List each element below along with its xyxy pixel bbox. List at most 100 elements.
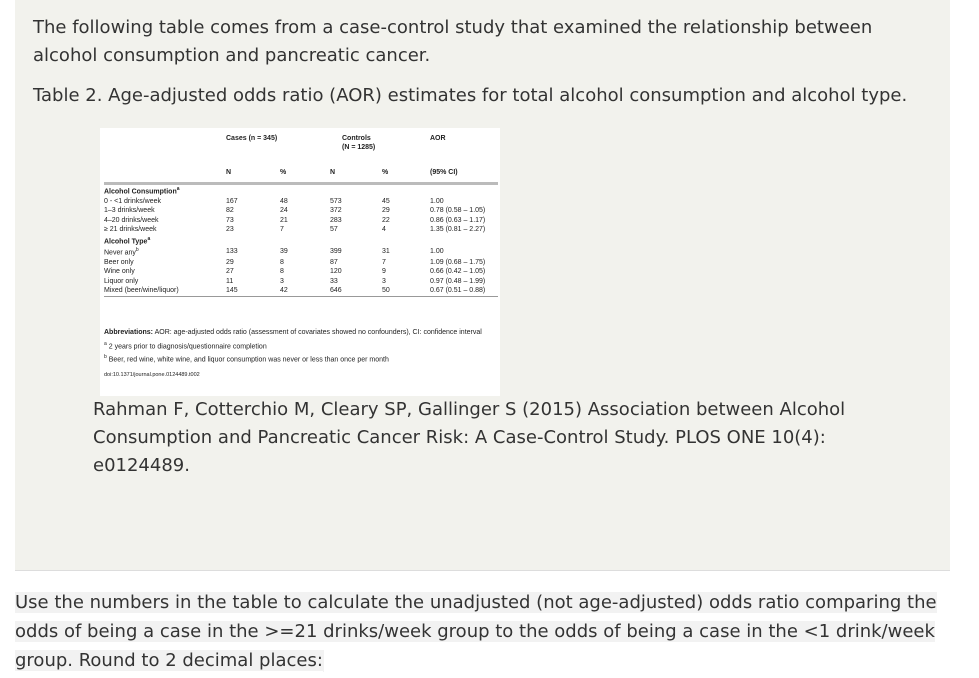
row-label: Alcohol Consumptiona xyxy=(104,184,226,197)
header-cell: % xyxy=(280,168,287,176)
superscript: a xyxy=(147,235,151,242)
cell: 45 xyxy=(382,197,390,205)
label-text: 1–3 drinks/week xyxy=(104,207,155,215)
cell: 120 xyxy=(330,268,342,276)
cell: 7 xyxy=(280,226,284,234)
cell: 372 xyxy=(330,207,342,215)
cell: 73 xyxy=(226,216,234,224)
cell: 646 xyxy=(330,287,342,295)
data-table: Cases (n = 345) Controls (N = 1285) AOR N% N%… xyxy=(104,134,498,297)
question-text: Use the numbers in the table to calculat… xyxy=(15,588,960,675)
cell: 48 xyxy=(280,197,288,205)
header-cell: (95% CI) xyxy=(430,168,458,176)
cell: 1.00 xyxy=(430,248,444,256)
label-text: Wine only xyxy=(104,268,135,276)
cell: 167 xyxy=(226,197,238,205)
row-label: Never anyb xyxy=(104,246,226,257)
table-row: 0 - <1 drinks/week 167 48 573 45 1.00 xyxy=(104,196,498,206)
row-label: Beer only xyxy=(104,257,226,267)
table-row: 4–20 drinks/week 73 21 283 22 0.86 (0.63 – 1.… xyxy=(104,216,498,226)
footnote-mark: a xyxy=(104,340,107,347)
cell: 27 xyxy=(226,268,234,276)
cell: 0.86 (0.63 – 1.17) xyxy=(430,216,486,224)
cell: 1.00 xyxy=(430,197,444,205)
header-cell: % xyxy=(382,168,389,176)
header-line: Controls xyxy=(342,135,371,142)
table-row: Beer only 29 8 87 7 1.09 (0.68 – 1.75) xyxy=(104,257,498,267)
table-row: 1–3 drinks/week 82 24 372 29 0.78 (0.58 – 1.0… xyxy=(104,206,498,216)
row-label: Wine only xyxy=(104,267,226,277)
header-line: (N = 1285) xyxy=(342,144,376,151)
cell: 8 xyxy=(280,258,284,266)
table-row: Never anyb 133 39 399 31 1.00 xyxy=(104,246,498,257)
label-text: Alcohol Consumption xyxy=(104,188,177,196)
footnote-mark: b xyxy=(104,354,107,361)
abbrev-term: Abbreviations: xyxy=(104,329,154,336)
doi: doi:10.1371/journal.pone.0124489.t002 xyxy=(104,372,200,379)
cell xyxy=(104,134,226,162)
label-text: Mixed (beer/wine/liquor) xyxy=(104,287,179,295)
label-text: Alcohol Type xyxy=(104,238,148,246)
text-cursor xyxy=(322,650,324,672)
table-row: Alcohol Consumptiona xyxy=(104,184,498,197)
table-row: Alcohol Typea xyxy=(104,235,498,246)
footnote-text: 2 years prior to diagnosis/questionnaire… xyxy=(108,342,267,350)
cell: 50 xyxy=(382,287,390,295)
cell: 29 xyxy=(226,258,234,266)
header-row: Cases (n = 345) Controls (N = 1285) AOR xyxy=(104,134,498,162)
cell: 4 xyxy=(382,226,386,234)
cell: 133 xyxy=(226,248,238,256)
cell: 11 xyxy=(226,277,234,285)
cell: 57 xyxy=(330,226,338,234)
cell: 21 xyxy=(280,216,288,224)
label-text: 0 - <1 drinks/week xyxy=(104,197,161,205)
cell: 145 xyxy=(226,287,238,295)
label-text: 4–20 drinks/week xyxy=(104,216,159,224)
cell: 22 xyxy=(382,216,390,224)
cell: 0.66 (0.42 – 1.05) xyxy=(430,268,486,276)
cell: 1.09 (0.68 – 1.75) xyxy=(430,258,486,266)
cell: 87 xyxy=(330,258,338,266)
cell: 9 xyxy=(382,268,386,276)
label-text: Never any xyxy=(104,249,136,257)
abbrev-text: AOR: age-adjusted odds ratio (assessment… xyxy=(154,329,482,336)
cell: 3 xyxy=(382,277,386,285)
header-cell: AOR xyxy=(430,135,446,142)
cell: 3 xyxy=(280,277,284,285)
cell: 8 xyxy=(280,268,284,276)
row-label: Liquor only xyxy=(104,277,226,287)
table-row: ≥ 21 drinks/week 23 7 57 4 1.35 (0.81 – 2.27) xyxy=(104,225,498,235)
superscript: a xyxy=(176,186,180,192)
question: Use the numbers in the table to calculat… xyxy=(15,592,937,671)
footnote: a 2 years prior to diagnosis/questionnai… xyxy=(104,340,484,352)
cell: 23 xyxy=(226,226,234,234)
table-caption: Table 2. Age-adjusted odds ratio (AOR) e… xyxy=(33,85,908,106)
footnote: b Beer, red wine, white wine, and liquor… xyxy=(104,353,484,365)
cell: 0.78 (0.58 – 1.05) xyxy=(430,207,486,215)
row-label: Alcohol Typea xyxy=(104,235,226,246)
label-text: Beer only xyxy=(104,258,134,266)
cell: 0.97 (0.48 – 1.99) xyxy=(430,277,486,285)
row-label: Mixed (beer/wine/liquor) xyxy=(104,286,226,296)
intro-text: The following table comes from a case-co… xyxy=(33,17,873,66)
cell: 1.35 (0.81 – 2.27) xyxy=(430,226,486,234)
footnote-text: Beer, red wine, white wine, and liquor c… xyxy=(108,356,389,364)
label-text: Liquor only xyxy=(104,277,139,285)
subheader-row: N% N% (95% CI) xyxy=(104,162,498,184)
cell: 39 xyxy=(280,248,288,256)
label-text: ≥ 21 drinks/week xyxy=(104,226,157,234)
cell: 29 xyxy=(382,207,390,215)
row-label: ≥ 21 drinks/week xyxy=(104,225,226,235)
row-label: 1–3 drinks/week xyxy=(104,206,226,216)
table-row: Liquor only 11 3 33 3 0.97 (0.48 – 1.99) xyxy=(104,277,498,287)
header-cell: N xyxy=(226,168,232,176)
row-label: 4–20 drinks/week xyxy=(104,216,226,226)
cell: 283 xyxy=(330,216,342,224)
table-row: Mixed (beer/wine/liquor) 145 42 646 50 0.67 (… xyxy=(104,286,498,297)
cell xyxy=(104,162,226,184)
citation: Rahman F, Cotterchio M, Cleary SP, Galli… xyxy=(93,399,846,476)
row-label: 0 - <1 drinks/week xyxy=(104,196,226,206)
cell: 573 xyxy=(330,197,342,205)
header-cell: Cases (n = 345) xyxy=(226,135,278,142)
cell: 24 xyxy=(280,207,288,215)
